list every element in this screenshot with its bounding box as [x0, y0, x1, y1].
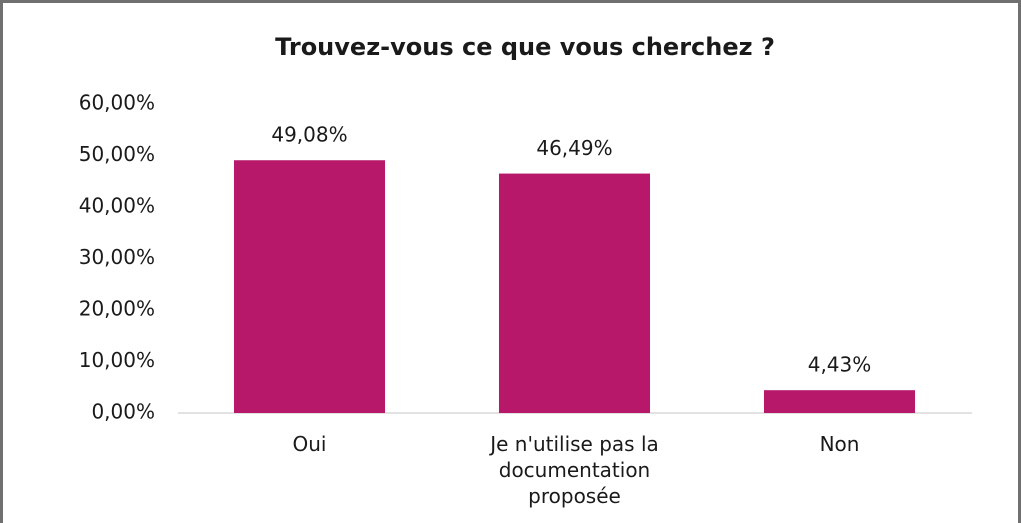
y-tick-label: 50,00% — [79, 142, 155, 166]
data-label: 46,49% — [536, 136, 612, 160]
bar — [498, 173, 651, 413]
x-tick-label: Non — [820, 432, 860, 456]
y-tick-label: 60,00% — [79, 91, 155, 115]
y-tick-label: 20,00% — [79, 297, 155, 321]
data-label: 49,08% — [271, 123, 347, 147]
data-label: 4,43% — [808, 353, 872, 377]
bar — [233, 160, 386, 413]
x-tick-label: Je n'utilise pas la documentation proposée — [488, 432, 659, 508]
y-tick-label: 30,00% — [79, 245, 155, 269]
y-tick-label: 40,00% — [79, 194, 155, 218]
x-tick-label: Oui — [293, 432, 327, 456]
bar — [763, 390, 916, 413]
chart-title: Trouvez-vous ce que vous cherchez ? — [275, 33, 775, 61]
y-tick-label: 10,00% — [79, 348, 155, 372]
y-tick-label: 0,00% — [91, 400, 155, 424]
